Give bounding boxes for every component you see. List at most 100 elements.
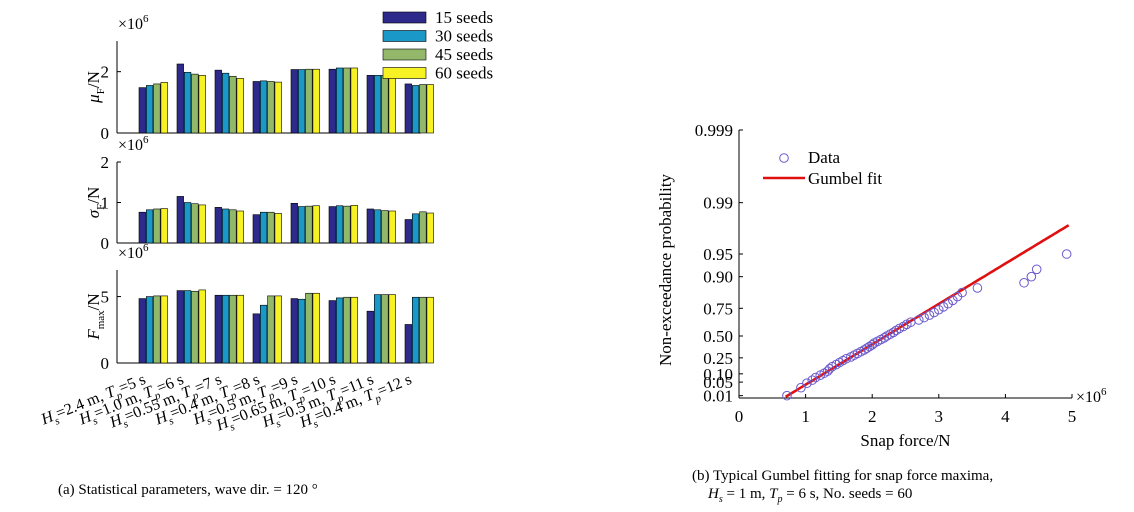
cat-h-sub: s xyxy=(122,418,130,431)
legend-swatch-1 xyxy=(382,30,427,42)
bar-std-1-4 xyxy=(297,206,306,244)
bar-mean-2-1 xyxy=(191,73,199,134)
data-point-13 xyxy=(841,353,852,364)
bar-max-3-2 xyxy=(236,294,244,364)
bar-std-2-1 xyxy=(191,203,199,244)
bar-std-2-4 xyxy=(305,205,313,244)
cat-h-sub: s xyxy=(274,418,282,431)
ylabel-subscript: F xyxy=(95,88,107,94)
bar-std-3-0 xyxy=(160,208,168,244)
bar-mean-0-5 xyxy=(328,68,336,134)
legend-label-3: 60 seeds xyxy=(435,64,493,83)
subplot-1-ytick-label: 2 xyxy=(101,153,110,172)
data-point-44 xyxy=(972,283,983,293)
caption-b-hs-sub: s xyxy=(718,494,723,505)
legend-swatch-2 xyxy=(382,48,427,61)
bar-std-3-7 xyxy=(426,212,434,244)
ylabel-subscript: F xyxy=(95,204,107,210)
bar-mean-2-2 xyxy=(229,75,237,134)
bar-mean-0-1 xyxy=(176,63,184,134)
plot-b-ytick-label: 0.75 xyxy=(703,299,733,318)
bar-std-3-5 xyxy=(350,205,358,244)
bar-mean-3-2 xyxy=(236,78,244,134)
bar-std-0-2 xyxy=(214,207,222,244)
bar-mean-3-0 xyxy=(160,82,168,134)
cat-h-sub: s xyxy=(312,418,320,431)
bar-max-2-2 xyxy=(229,294,237,364)
caption-b-hs-symbol: H xyxy=(708,486,719,502)
plot-b-xtick-label: 1 xyxy=(801,407,810,426)
legend-label-1: 30 seeds xyxy=(435,27,493,46)
x-multiplier-exponent: 6 xyxy=(1101,386,1107,398)
ylabel-symbol: F xyxy=(84,329,103,341)
multiplier-exponent: 6 xyxy=(143,13,149,25)
data-point-18 xyxy=(859,345,870,355)
plot-b-xtick-label: 0 xyxy=(735,407,744,426)
bar-mean-1-5 xyxy=(335,67,344,134)
legend-data-marker xyxy=(779,153,789,163)
bar-max-0-4 xyxy=(290,298,298,364)
bar-std-3-6 xyxy=(388,210,396,244)
bar-max-2-6 xyxy=(381,294,389,364)
caption-b-line1: (b) Typical Gumbel fitting for snap forc… xyxy=(692,468,993,485)
bar-mean-2-3 xyxy=(267,81,275,134)
cat-h-sub: s xyxy=(205,415,213,428)
bar-mean-2-0 xyxy=(153,83,161,134)
plot-b-ytick-label: 0.99 xyxy=(703,194,733,213)
plot-b-ytick-label: 0.50 xyxy=(703,327,733,346)
bar-max-3-0 xyxy=(160,295,168,364)
cat-t-sub: p xyxy=(335,392,346,406)
caption-b-hs-value: = 1 m, xyxy=(722,486,770,502)
bar-std-0-1 xyxy=(176,196,184,244)
bar-mean-3-5 xyxy=(350,67,358,134)
bar-max-3-7 xyxy=(426,296,434,364)
bar-mean-2-6 xyxy=(381,75,389,134)
multiplier-base: ×10 xyxy=(118,245,143,262)
data-point-37 xyxy=(929,307,939,318)
data-point-34 xyxy=(914,315,924,325)
ylabel-unit: /N xyxy=(84,71,103,88)
bar-std-0-4 xyxy=(290,203,298,244)
bar-max-2-5 xyxy=(343,296,351,364)
plot-b-ylabel: Non-exceedance probability xyxy=(656,173,675,366)
legend-label-0: 15 seeds xyxy=(435,8,493,27)
bar-mean-3-7 xyxy=(426,84,434,134)
bar-std-1-5 xyxy=(335,205,344,244)
data-point-8 xyxy=(824,364,835,374)
multiplier-exponent: 6 xyxy=(143,242,149,254)
caption-a: (a) Statistical parameters, wave dir. = … xyxy=(58,482,318,499)
bar-max-1-6 xyxy=(373,294,382,364)
subplot-0-ytick-label: 2 xyxy=(101,63,110,82)
ylabel-unit: /N xyxy=(84,187,103,204)
bar-std-0-0 xyxy=(138,211,146,244)
bar-max-3-4 xyxy=(312,292,320,364)
multiplier-base: ×10 xyxy=(118,16,143,33)
data-point-4 xyxy=(810,372,821,383)
bar-max-0-5 xyxy=(328,300,336,364)
bar-max-1-5 xyxy=(335,297,344,364)
bar-std-2-6 xyxy=(381,210,389,244)
bar-std-3-3 xyxy=(274,213,282,244)
cat-end: =12 s xyxy=(375,371,414,400)
data-point-38 xyxy=(934,304,944,315)
bar-max-0-3 xyxy=(252,313,260,364)
subplot-0-ylabel: μF/N xyxy=(84,71,107,104)
plot-b-ytick-label: 0.01 xyxy=(703,387,733,406)
caption-b-tp-sub: p xyxy=(777,494,783,505)
bar-mean-2-7 xyxy=(419,84,427,134)
bar-mean-1-0 xyxy=(146,85,154,134)
plot-b-x-multiplier: ×106 xyxy=(1076,386,1107,406)
cat-h-sub: s xyxy=(53,415,61,428)
data-point-48 xyxy=(1061,249,1072,259)
cat-t-sub: p xyxy=(190,389,201,403)
subplot-0-multiplier: ×106 xyxy=(118,13,149,33)
bar-max-1-3 xyxy=(259,304,268,364)
bar-mean-0-3 xyxy=(252,81,260,134)
bar-std-0-5 xyxy=(328,206,336,244)
cat-t-sub: p xyxy=(296,392,307,406)
plot-b-xtick-label: 3 xyxy=(935,407,944,426)
bar-max-3-6 xyxy=(388,294,396,364)
bar-std-2-5 xyxy=(343,205,351,244)
subplot-2-ytick-label: 0 xyxy=(101,354,110,373)
